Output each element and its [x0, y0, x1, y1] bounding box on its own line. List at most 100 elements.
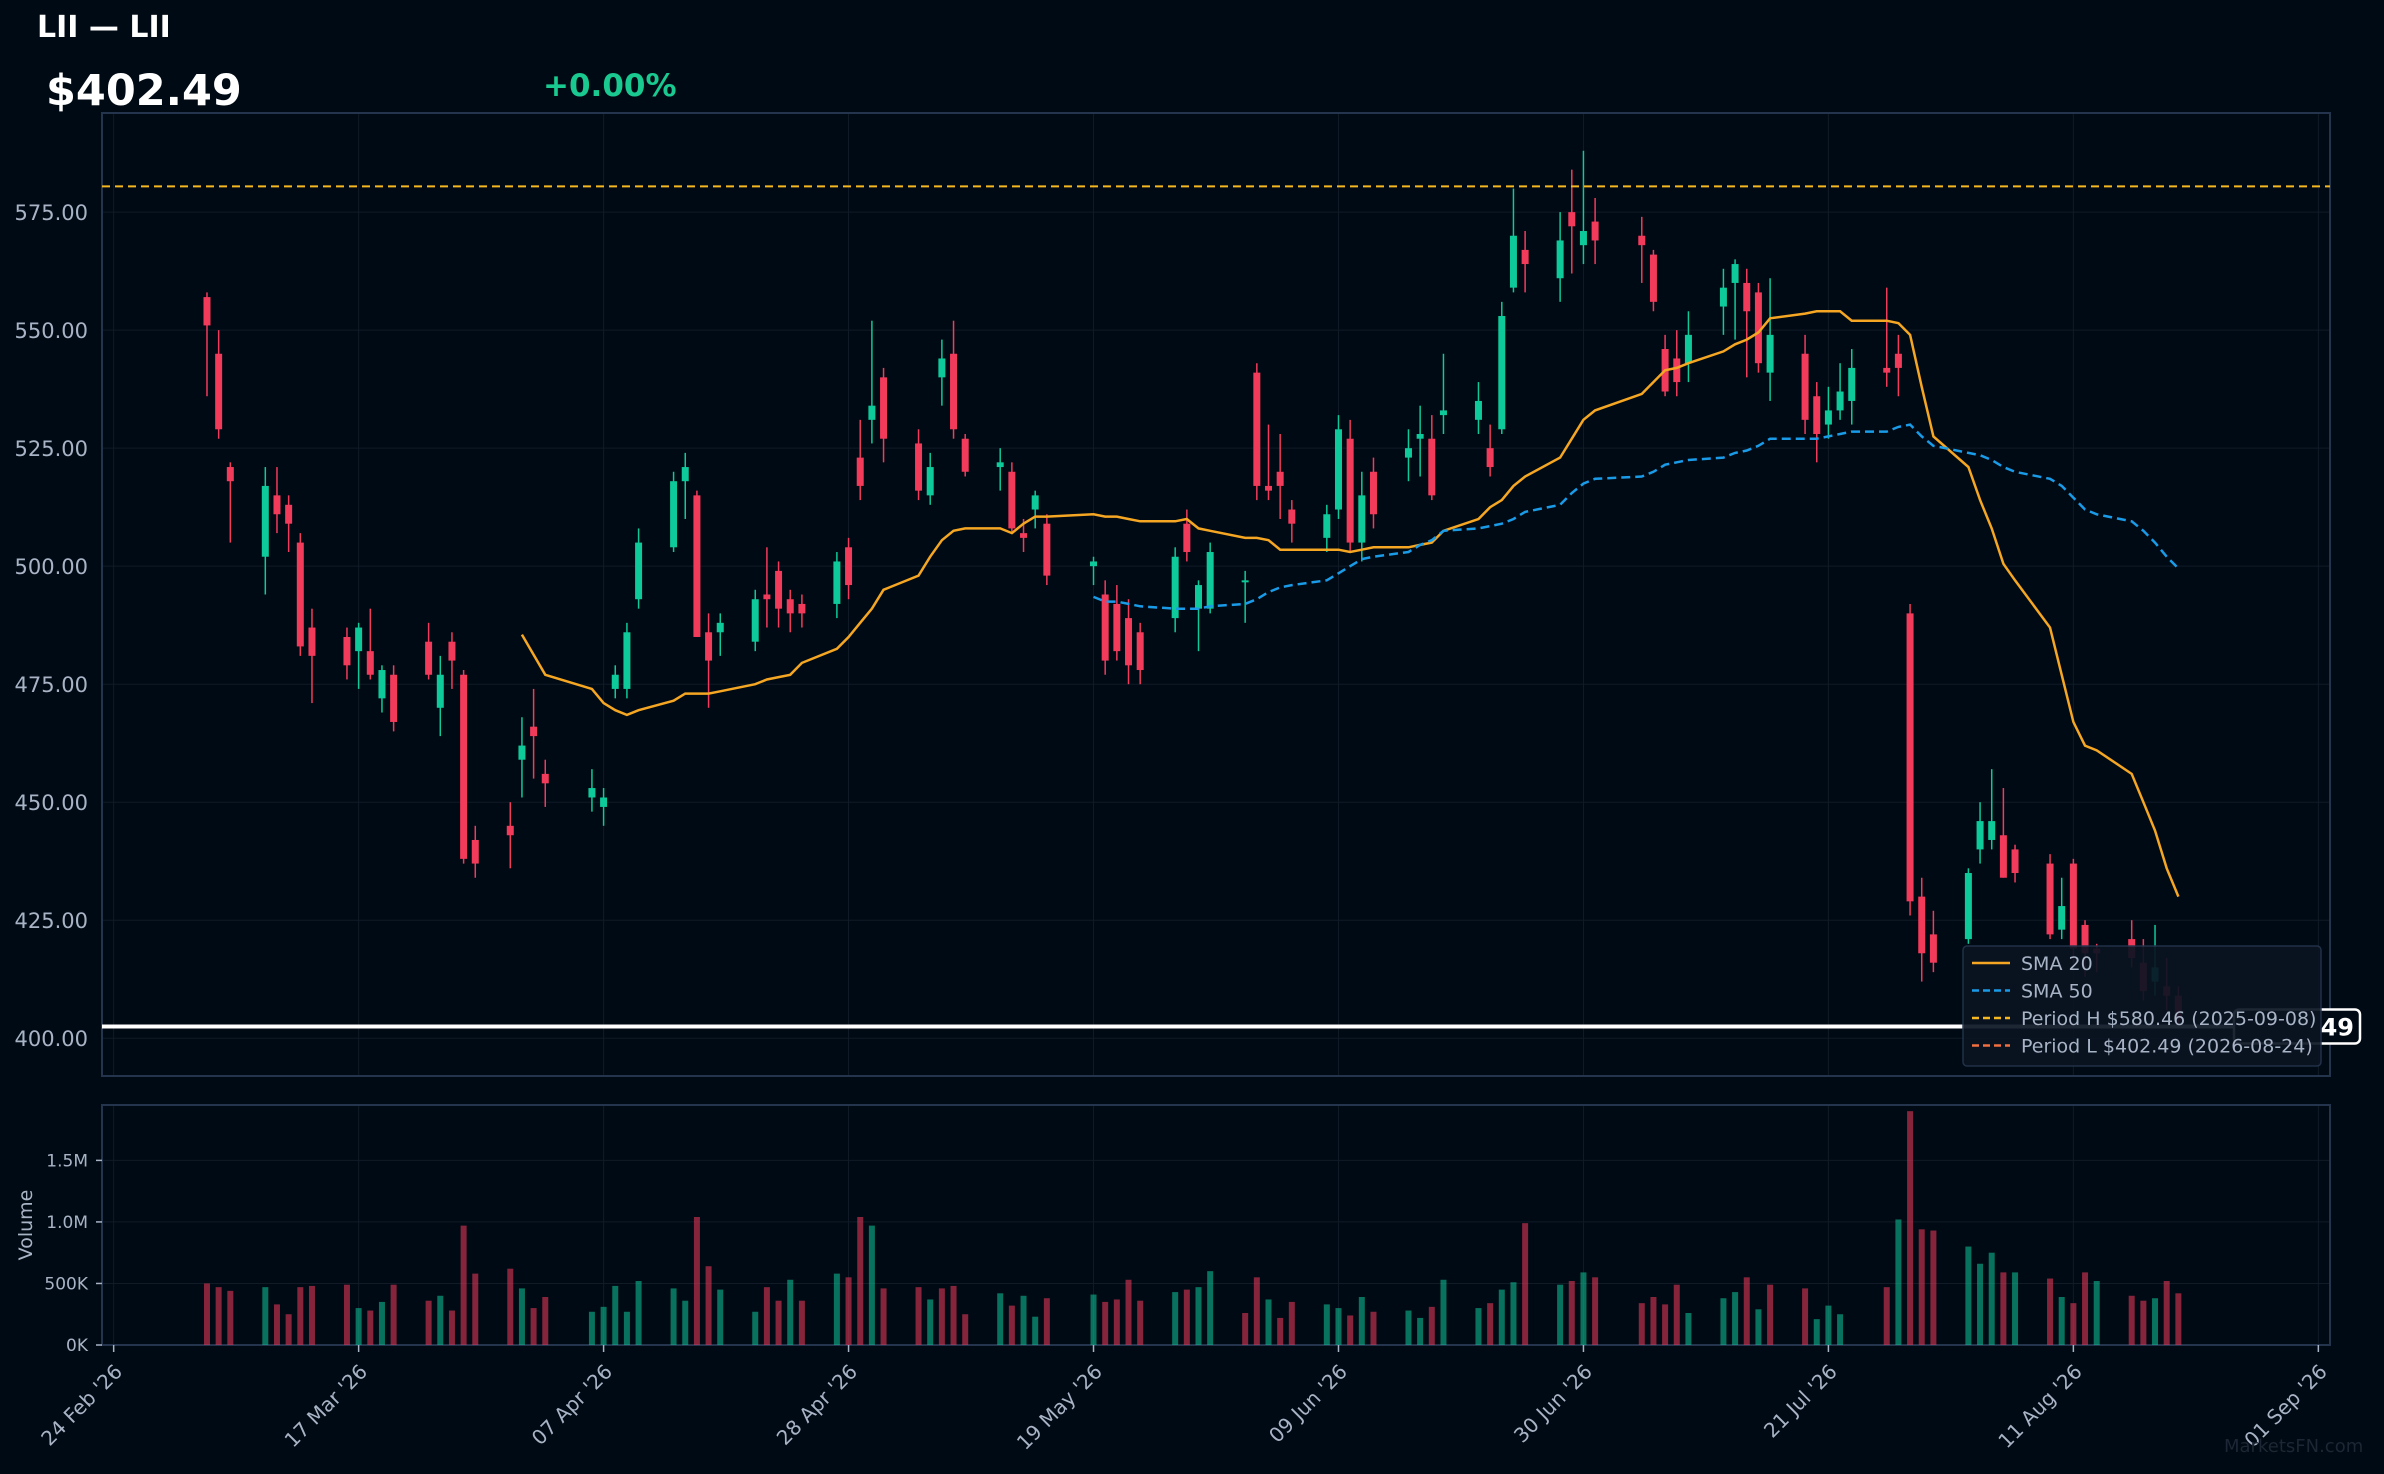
candle-body [1719, 287, 1727, 307]
volume-bar [2140, 1300, 2147, 1345]
candle-body [448, 641, 456, 661]
candle-body [716, 622, 724, 633]
chart-title: LII — LII [37, 10, 171, 45]
legend-label: Period H $580.46 (2025-09-08) [2021, 1008, 2316, 1030]
candle-body [681, 467, 689, 482]
candle-body [378, 670, 386, 699]
candle-body [1323, 514, 1331, 538]
candle-body [1743, 282, 1751, 312]
candle-body [285, 504, 293, 524]
candle-body [1101, 594, 1109, 661]
price-tick-label: 425.00 [15, 909, 88, 933]
volume-bar [1043, 1298, 1050, 1345]
candle-body [1358, 495, 1366, 543]
volume-bar [787, 1279, 794, 1345]
volume-bar [227, 1290, 234, 1345]
volume-bar [2128, 1295, 2135, 1345]
candle-body [961, 438, 969, 472]
volume-bar [938, 1288, 945, 1345]
volume-bar [1755, 1309, 1762, 1345]
volume-bar [1417, 1317, 1424, 1345]
candle-body [705, 632, 713, 661]
volume-bar [2058, 1297, 2065, 1345]
volume-bar [2070, 1303, 2077, 1345]
candle-body [1474, 400, 1482, 420]
candle-body [600, 797, 608, 807]
volume-bar [1650, 1297, 1657, 1345]
candle-body [1906, 613, 1914, 902]
candle-body [623, 632, 631, 689]
candle-body [1848, 367, 1856, 401]
candle-body [1918, 896, 1926, 954]
volume-bar [1930, 1230, 1937, 1345]
volume-bar [775, 1300, 782, 1345]
candle-body [1346, 438, 1354, 543]
candle-body [670, 481, 678, 548]
volume-bar [1370, 1311, 1377, 1345]
volume-bar [1113, 1299, 1120, 1345]
candle-body [343, 636, 351, 666]
volume-bar [507, 1268, 514, 1345]
date-tick-label: 11 Aug '26 [1993, 1359, 2086, 1452]
candle-body [1509, 235, 1517, 288]
volume-bar [1498, 1289, 1505, 1345]
candle-body [1754, 292, 1762, 364]
volume-bar [1008, 1305, 1015, 1345]
volume-axis-label: Volume [15, 1190, 37, 1261]
candle-body [1369, 471, 1377, 515]
candle-body [2046, 863, 2054, 935]
candle-body [1824, 410, 1832, 425]
volume-bar [1195, 1287, 1202, 1345]
volume-bar [1440, 1279, 1447, 1345]
candle-body [1486, 448, 1494, 468]
candle-body [1334, 429, 1342, 510]
date-tick-label: 24 Feb '26 [36, 1359, 127, 1450]
current-price: $402.49 [46, 66, 242, 116]
candle-body [1883, 367, 1891, 373]
volume-bar [1347, 1315, 1354, 1345]
candle-body [1579, 231, 1587, 246]
candle-body [880, 377, 888, 439]
volume-axis: 0K 500K 1.0M 1.5M Volume [15, 1151, 102, 1356]
candle-body [1836, 391, 1844, 411]
sma20-line [520, 310, 2180, 898]
volume-bar [215, 1287, 222, 1345]
legend-label: SMA 20 [2021, 953, 2093, 975]
volume-bar [1673, 1284, 1680, 1345]
volume-bar [1090, 1294, 1097, 1345]
candle-body [2069, 863, 2077, 949]
volume-bar [1405, 1310, 1412, 1345]
candle-body [1591, 221, 1599, 241]
volume-bar [635, 1281, 642, 1345]
price-grid [102, 113, 2330, 1076]
volume-tick-label: 500K [44, 1274, 88, 1294]
volume-bar [1907, 1111, 1914, 1345]
date-tick-label: 21 Jul '26 [1759, 1359, 1842, 1442]
volume-bar [752, 1311, 759, 1345]
volume-bar [1685, 1313, 1692, 1345]
candle-body [751, 599, 759, 642]
volume-bar [868, 1225, 875, 1345]
price-tick-label: 475.00 [15, 673, 88, 697]
volume-bar [1323, 1304, 1330, 1345]
volume-bar [1580, 1272, 1587, 1345]
volume-bar [2152, 1298, 2159, 1345]
volume-bar [2093, 1281, 2100, 1345]
date-tick-label: 09 Jun '26 [1264, 1359, 1352, 1447]
volume-bar [997, 1293, 1004, 1345]
date-tick-label: 28 Apr '26 [772, 1359, 862, 1449]
volume-bar [1638, 1303, 1645, 1345]
price-axis: 575.00 550.00 525.00 500.00 475.00 450.00 425.… [15, 201, 88, 1051]
candle-body [436, 674, 444, 708]
date-tick-label: 30 Jun '26 [1509, 1359, 1597, 1447]
candle-body [588, 788, 596, 798]
date-tick-label: 17 Mar '26 [280, 1359, 373, 1452]
price-tick-label: 575.00 [15, 201, 88, 225]
volume-bar [1720, 1298, 1727, 1345]
candle-body [1498, 315, 1506, 430]
candle-body [2058, 906, 2066, 930]
volume-bar [1592, 1277, 1599, 1345]
candle-body [635, 542, 643, 600]
candle-body [1813, 396, 1821, 434]
